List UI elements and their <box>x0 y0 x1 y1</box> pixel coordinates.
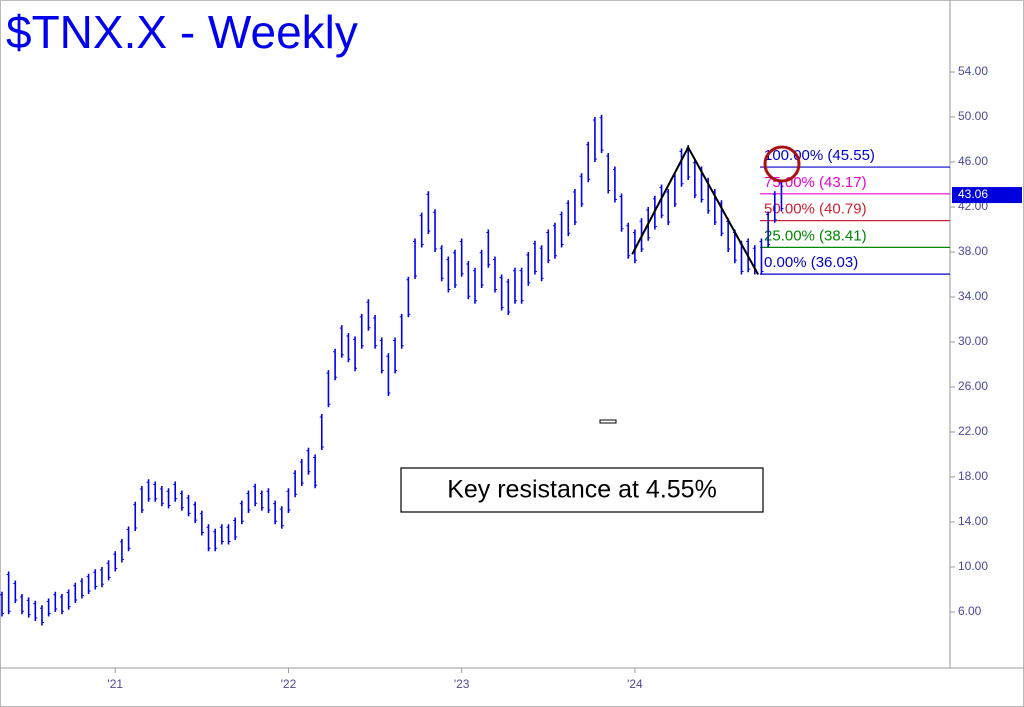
annotation-box <box>400 467 764 513</box>
y-tick-label: 38.00 <box>958 244 988 258</box>
y-tick-label: 54.00 <box>958 64 988 78</box>
annotation-text: Key resistance at 4.55% <box>447 476 717 504</box>
y-tick-label: 14.00 <box>958 514 988 528</box>
y-tick-label: 30.00 <box>958 334 988 348</box>
highlight-circle <box>763 145 801 183</box>
fib-label: 50.00% (40.79) <box>764 201 867 218</box>
last-price-box <box>952 187 1022 204</box>
x-tick-label: '22 <box>281 677 297 691</box>
y-tick-label: 46.00 <box>958 154 988 168</box>
marker <box>599 419 617 424</box>
x-tick-label: '24 <box>627 677 643 691</box>
chart-title: $TNX.X - Weekly <box>6 6 358 58</box>
y-tick-label: 10.00 <box>958 559 988 573</box>
fib-label: 0.00% (36.03) <box>764 254 858 271</box>
y-tick-label: 34.00 <box>958 289 988 303</box>
y-tick-label: 6.00 <box>958 604 982 618</box>
y-tick-label: 50.00 <box>958 109 988 123</box>
y-tick-label: 22.00 <box>958 424 988 438</box>
x-tick-label: '23 <box>454 677 470 691</box>
y-tick-label: 26.00 <box>958 379 988 393</box>
pattern-line <box>631 145 760 275</box>
y-tick-label: 18.00 <box>958 469 988 483</box>
last-price-label: 43.06 <box>958 187 988 201</box>
fib-label: 100.00% (45.55) <box>764 147 875 164</box>
fib-label: 25.00% (38.41) <box>764 227 867 244</box>
x-tick-label: '21 <box>107 677 123 691</box>
